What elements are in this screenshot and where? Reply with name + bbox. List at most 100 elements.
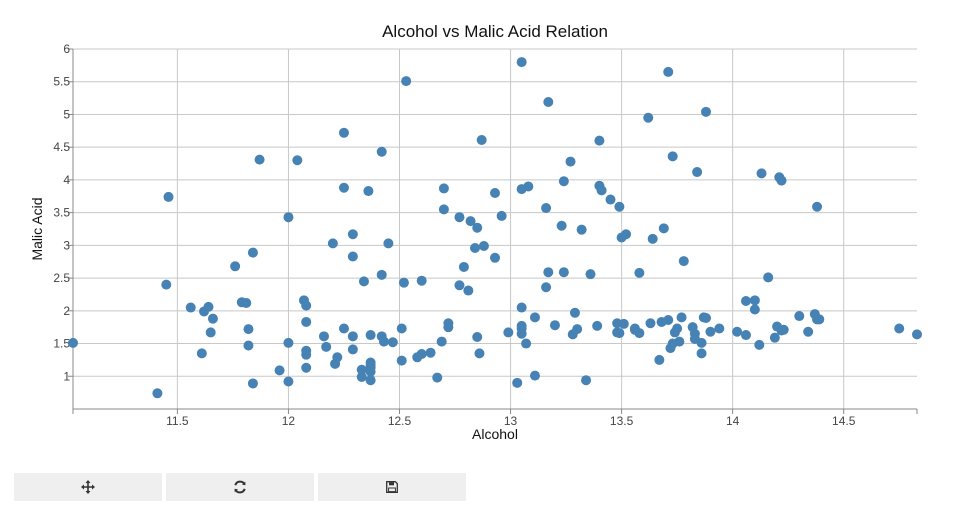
data-point — [516, 302, 527, 313]
data-point — [529, 370, 540, 381]
data-point — [458, 261, 469, 272]
data-point — [585, 269, 596, 280]
x-tick-label: 12 — [282, 414, 296, 428]
data-point — [596, 185, 607, 196]
data-point — [614, 201, 625, 212]
data-point — [416, 349, 427, 360]
x-tick-label: 13 — [504, 414, 518, 428]
data-point — [163, 191, 174, 202]
data-point — [740, 330, 751, 341]
data-point — [490, 252, 500, 263]
data-point — [338, 127, 349, 138]
data-point — [243, 324, 254, 335]
y-tick-label: 2 — [63, 304, 70, 318]
chart-toolbar — [14, 473, 466, 501]
data-point — [754, 339, 765, 350]
data-point — [283, 337, 294, 348]
data-point — [301, 316, 312, 327]
y-tick-label: 2.5 — [53, 271, 70, 285]
data-point — [778, 324, 789, 335]
data-point — [701, 106, 711, 117]
data-point — [894, 323, 905, 334]
data-point — [301, 362, 312, 373]
y-axis-label: Malic Acid — [29, 197, 45, 260]
data-point — [663, 66, 674, 77]
data-point — [161, 279, 172, 290]
data-point — [347, 229, 358, 240]
data-point — [476, 134, 487, 145]
y-tick-label: 1.5 — [53, 337, 70, 351]
y-tick-label: 1 — [63, 369, 70, 383]
data-point — [516, 57, 527, 68]
data-point — [454, 212, 465, 223]
data-point — [283, 212, 294, 223]
data-point — [274, 365, 285, 376]
data-point — [321, 341, 332, 352]
data-point — [763, 272, 774, 283]
data-point — [243, 340, 254, 351]
reset-button[interactable] — [166, 473, 314, 501]
data-point — [347, 331, 358, 342]
data-point — [576, 224, 587, 235]
data-point — [572, 324, 583, 335]
data-point — [365, 330, 376, 341]
data-point — [338, 323, 349, 334]
data-point — [496, 210, 507, 221]
data-point — [454, 280, 465, 291]
data-point — [672, 323, 683, 334]
data-point — [541, 203, 552, 214]
y-tick-label: 4.5 — [53, 140, 70, 154]
data-point — [605, 194, 616, 205]
data-point — [230, 261, 241, 272]
y-tick-label: 3 — [63, 238, 70, 252]
y-tick-label: 5.5 — [53, 75, 70, 89]
x-tick-label: 11.5 — [166, 414, 189, 428]
scatter-chart: Alcohol vs Malic Acid Relation 11.5 12 1 2.… — [29, 22, 922, 442]
data-point — [674, 336, 685, 347]
data-point — [516, 328, 527, 339]
y-tick-label: 4 — [63, 173, 70, 187]
data-point — [247, 378, 258, 389]
data-point — [416, 275, 427, 286]
data-point — [438, 204, 449, 215]
data-point — [436, 336, 447, 347]
pan-button[interactable] — [14, 473, 162, 501]
data-point — [387, 337, 398, 348]
data-point — [647, 233, 658, 244]
data-point — [478, 241, 489, 252]
data-point — [356, 371, 367, 382]
data-point — [318, 331, 329, 342]
data-point — [472, 332, 483, 342]
data-point — [543, 97, 554, 108]
data-point — [425, 347, 436, 358]
data-point — [803, 326, 814, 337]
data-point — [338, 182, 349, 193]
data-point — [558, 176, 569, 187]
data-point — [794, 311, 805, 322]
data-point — [654, 354, 665, 365]
data-point — [207, 313, 218, 324]
data-point — [327, 238, 338, 249]
data-point — [376, 146, 387, 157]
data-point — [521, 338, 532, 349]
data-point — [776, 175, 787, 186]
data-point — [663, 314, 674, 325]
data-point — [634, 267, 645, 278]
data-point — [523, 181, 534, 192]
data-point — [565, 156, 576, 167]
data-point — [347, 251, 358, 262]
data-point — [292, 155, 303, 166]
data-point — [185, 302, 196, 313]
data-point — [696, 337, 707, 348]
x-tick-label: 14 — [726, 414, 740, 428]
save-button[interactable] — [318, 473, 466, 501]
data-point — [701, 313, 711, 324]
floppy-disk-icon — [386, 481, 398, 493]
data-point — [247, 247, 258, 258]
x-axis-label: Alcohol — [472, 426, 518, 442]
data-point — [592, 320, 603, 331]
chart-title: Alcohol vs Malic Acid Relation — [382, 22, 608, 41]
data-point — [912, 329, 922, 340]
data-point — [569, 307, 580, 318]
data-point — [363, 186, 374, 197]
